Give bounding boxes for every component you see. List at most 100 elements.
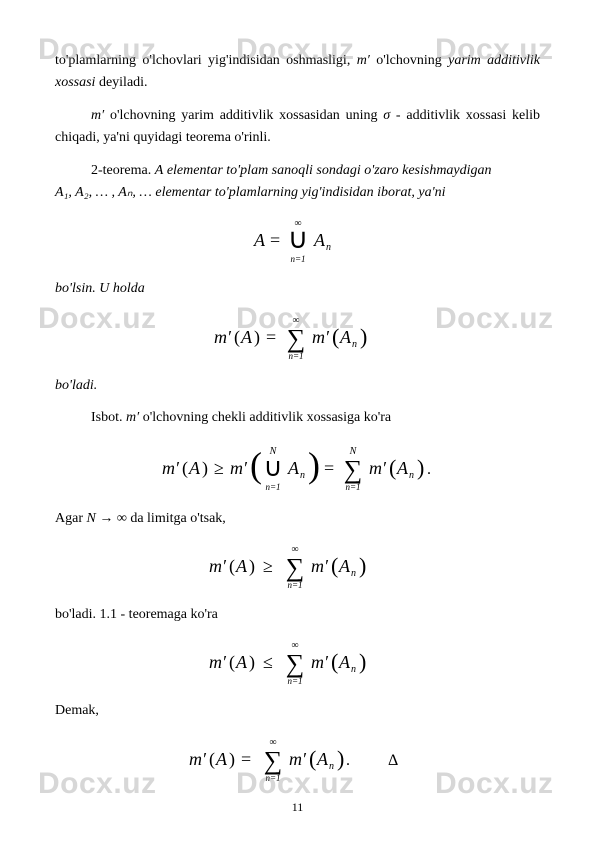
svg-text:(: ( — [331, 649, 338, 674]
text: o'lchovning — [376, 53, 448, 68]
svg-text:(: ( — [332, 324, 339, 349]
svg-text:(: ( — [331, 553, 338, 578]
svg-text:n: n — [326, 242, 331, 253]
svg-text:n=1: n=1 — [287, 580, 302, 590]
svg-text:(: ( — [250, 445, 262, 485]
svg-text:A: A — [235, 652, 248, 672]
svg-text:m′: m′ — [209, 652, 227, 672]
svg-text:(: ( — [229, 652, 235, 673]
svg-text:.: . — [427, 461, 431, 478]
paragraph-theorem: 2-teorema. A elementar to'plam sanoqli s… — [55, 160, 540, 205]
svg-text:.: . — [346, 752, 350, 769]
svg-text:(: ( — [234, 327, 240, 348]
svg-text:): ) — [359, 649, 366, 674]
svg-text:): ) — [359, 553, 366, 578]
svg-text:n=1: n=1 — [290, 254, 305, 264]
svg-text:n: n — [351, 664, 356, 675]
svg-text:): ) — [249, 652, 255, 673]
svg-text:∑: ∑ — [285, 649, 304, 678]
svg-text:∪: ∪ — [287, 224, 308, 255]
paragraph-italic: bo'ladi. — [55, 375, 540, 397]
svg-text:=: = — [324, 458, 334, 478]
svg-text:n=1: n=1 — [265, 482, 280, 492]
formula-sum-eq: m′ ( A ) = ∞ ∑ n=1 m′ ( A n ) — [55, 313, 540, 361]
math-inline: m′ — [91, 108, 104, 123]
svg-text:∪: ∪ — [263, 453, 282, 482]
svg-text:A: A — [338, 652, 351, 672]
text: deyiladi. — [99, 75, 148, 90]
svg-text:n=1: n=1 — [265, 773, 280, 783]
page-number: 11 — [0, 798, 595, 817]
paragraph: Agar N → ∞ da limitga o'tsak, — [55, 508, 540, 530]
svg-text:A: A — [253, 230, 266, 250]
svg-text:): ) — [337, 746, 344, 771]
svg-text:(: ( — [389, 455, 396, 480]
svg-text:≥: ≥ — [214, 458, 224, 478]
svg-text:n: n — [352, 339, 357, 350]
svg-text:A: A — [339, 327, 352, 347]
paragraph: Demak, — [55, 700, 540, 722]
svg-text:): ) — [417, 455, 424, 480]
svg-text:): ) — [229, 749, 235, 770]
formula-leq: m′ ( A ) ≤ ∞ ∑ n=1 m′ ( A n ) — [55, 638, 540, 686]
svg-text:m′: m′ — [311, 556, 329, 576]
svg-text:∑: ∑ — [263, 746, 282, 775]
svg-text:(: ( — [182, 458, 188, 479]
svg-text:∑: ∑ — [286, 324, 305, 353]
svg-text:∑: ∑ — [285, 553, 304, 582]
paragraph-italic: bo'lsin. U holda — [55, 278, 540, 300]
svg-text:=: = — [270, 230, 280, 250]
svg-text:n: n — [351, 568, 356, 579]
svg-text:A: A — [316, 749, 329, 769]
svg-text:m′: m′ — [214, 327, 232, 347]
svg-text:=: = — [241, 749, 251, 769]
math-inline: m′ — [126, 410, 139, 425]
svg-text:n: n — [409, 470, 414, 481]
svg-text:n=1: n=1 — [345, 482, 360, 492]
text: da limitga o'tsak, — [130, 511, 225, 526]
svg-text:m′: m′ — [369, 458, 387, 478]
text: Isbot. — [91, 410, 126, 425]
svg-text:): ) — [254, 327, 260, 348]
svg-text:n: n — [300, 470, 305, 481]
svg-text:A: A — [215, 749, 228, 769]
paragraph: Isbot. m′ o'lchovning chekli additivlik … — [55, 407, 540, 429]
svg-text:≤: ≤ — [263, 652, 273, 672]
svg-text:A: A — [188, 458, 201, 478]
math-inline: A — [155, 163, 164, 178]
svg-text:A: A — [313, 230, 326, 250]
svg-text:A: A — [235, 556, 248, 576]
svg-text:≥: ≥ — [263, 556, 273, 576]
text-italic: elementar to'plamlarning yig'indisidan i… — [155, 185, 445, 200]
text: o'lchovning chekli additivlik xossasiga … — [143, 410, 391, 425]
svg-text:A: A — [338, 556, 351, 576]
svg-text:n=1: n=1 — [288, 351, 303, 361]
svg-text:m′: m′ — [189, 749, 207, 769]
svg-text:(: ( — [209, 749, 215, 770]
text: 2-teorema. — [91, 163, 155, 178]
svg-text:m′: m′ — [209, 556, 227, 576]
svg-text:A: A — [396, 458, 409, 478]
text: o'lchovning yarim additivlik xossasidan … — [110, 108, 383, 123]
svg-text:): ) — [249, 556, 255, 577]
svg-text:A: A — [240, 327, 253, 347]
paragraph: bo'ladi. 1.1 - teoremaga ko'ra — [55, 604, 540, 626]
math-inline: m′ — [357, 53, 370, 68]
text: to'plamlarning o'lchovlari yig'indisidan… — [55, 53, 357, 68]
formula-finite: m′ ( A ) ≥ m′ ( N ∪ n=1 A n ) = N ∑ n=1 … — [55, 442, 540, 494]
svg-text:m′: m′ — [162, 458, 180, 478]
svg-text:∑: ∑ — [343, 455, 362, 484]
text: Agar — [55, 511, 87, 526]
svg-text:(: ( — [309, 746, 316, 771]
svg-text:m′: m′ — [311, 652, 329, 672]
formula-union: A = ∞ ∪ n=1 A n — [55, 216, 540, 264]
svg-text:=: = — [266, 327, 276, 347]
svg-text:(: ( — [229, 556, 235, 577]
math-inline: σ — [383, 108, 390, 123]
svg-text:): ) — [202, 458, 208, 479]
math-inline: A₁, A₂, … , Aₙ, … — [55, 182, 152, 204]
svg-text:n: n — [329, 761, 334, 772]
svg-text:m′: m′ — [230, 458, 248, 478]
svg-text:n=1: n=1 — [287, 676, 302, 686]
text-italic: elementar to'plam sanoqli sondagi o'zaro… — [167, 163, 492, 178]
